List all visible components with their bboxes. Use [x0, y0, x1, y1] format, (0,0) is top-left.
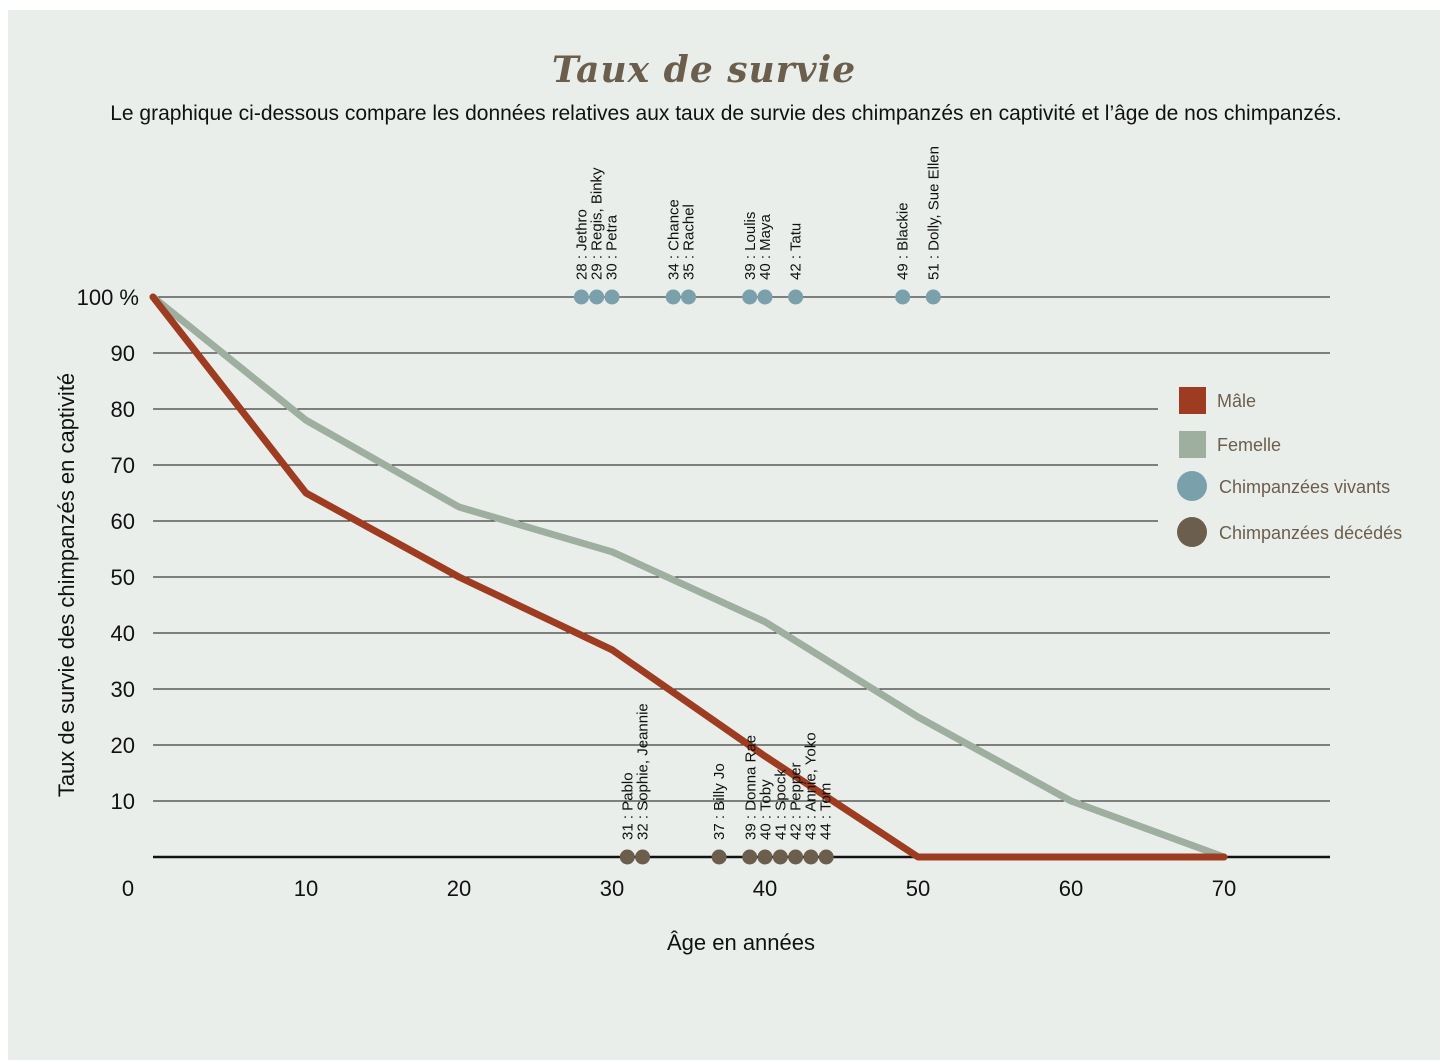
chimp-annotation-label: 37 : Billy Jo [711, 763, 728, 840]
chimp-annotation-label: 49 : Blackie [895, 202, 912, 280]
chimp-annotation-label: 31 : Pablo [619, 772, 636, 840]
legend-label: Femelle [1217, 435, 1281, 455]
deceased-chimp-point [619, 849, 635, 865]
chimp-annotation-label: 29 : Regis, Binky [589, 167, 606, 280]
y-tick-label: 30 [111, 677, 135, 702]
living-chimp-point [604, 289, 620, 305]
chimp-annotation-label: 35 : Rachel [680, 204, 697, 280]
survival-chart: Taux de survie Le graphique ci-dessous c… [54, 49, 1402, 955]
living-chimp-point [895, 289, 911, 305]
y-tick-label: 10 [111, 789, 135, 814]
series-line-male [149, 293, 1228, 861]
chimp-annotation-label: 40 : Toby [757, 779, 774, 840]
chart-subtitle: Le graphique ci-dessous compare les donn… [110, 102, 1342, 125]
living-chimp-point [757, 289, 773, 305]
legend: Mâle Femelle Chimpanzées vivants Chimpanzée… [1177, 387, 1402, 547]
y-tick-label: 60 [111, 509, 135, 534]
x-tick-label: 60 [1059, 876, 1083, 901]
chimp-annotation-label: 44 : Tom [817, 783, 834, 840]
series-line-female [149, 293, 1228, 861]
x-tick-label: 20 [447, 876, 471, 901]
living-chimp-point [665, 289, 681, 305]
deceased-chimp-point [757, 849, 773, 865]
chimp-annotation-label: 39 : Loulis [742, 212, 759, 280]
y-tick-label: 20 [111, 733, 135, 758]
y-tick-label: 70 [111, 453, 135, 478]
legend-label: Chimpanzées vivants [1219, 477, 1390, 497]
deceased-chimp-point [788, 849, 804, 865]
legend-swatch-circle [1177, 471, 1207, 501]
living-chimp-point [681, 289, 696, 305]
deceased-chimp-point [772, 849, 788, 865]
chimp-annotation-label: 39 : Donna Rae [742, 735, 759, 840]
chimp-annotation-label: 41 : Spock [772, 769, 789, 840]
chimp-annotation-label: 42 : Pepper [787, 762, 804, 840]
y-tick-label: 50 [111, 565, 135, 590]
chimp-annotation-label: 28 : Jethro [574, 209, 591, 280]
y-tick-label: 100 % [77, 285, 139, 310]
chimp-annotation-label: 43 : Annie, Yoko [802, 732, 819, 840]
living-chimp-point [925, 289, 941, 305]
legend-swatch-square [1179, 431, 1206, 458]
chimp-points [573, 289, 941, 865]
chimp-annotation-label: 34 : Chance [665, 199, 682, 280]
y-tick-label: 80 [111, 397, 135, 422]
deceased-chimp-point [803, 849, 819, 865]
legend-label: Mâle [1217, 391, 1256, 411]
x-tick-label: 50 [906, 876, 930, 901]
y-tick-label: 90 [111, 341, 135, 366]
x-tick-label: 0 [122, 876, 134, 901]
x-tick-label: 70 [1212, 876, 1236, 901]
living-chimp-point [788, 289, 804, 305]
chimp-annotation-label: 51 : Dolly, Sue Ellen [925, 146, 942, 280]
x-tick-label: 30 [600, 876, 624, 901]
y-axis-label: Taux de survie des chimpanzés en captivi… [54, 373, 79, 797]
deceased-chimp-point [818, 849, 834, 865]
x-axis-label: Âge en années [667, 930, 815, 955]
living-chimp-point [742, 289, 758, 305]
chimp-annotation-label: 42 : Tatu [788, 223, 805, 280]
legend-label: Chimpanzées décédés [1219, 523, 1402, 543]
y-tick-label: 40 [111, 621, 135, 646]
chimp-annotation-label: 40 : Maya [757, 213, 774, 280]
deceased-chimp-point [742, 849, 758, 865]
x-tick-label: 40 [753, 876, 777, 901]
x-tick-label: 10 [294, 876, 318, 901]
deceased-chimp-point [711, 849, 727, 865]
legend-swatch-square [1179, 387, 1206, 414]
chart-panel: Taux de survie Le graphique ci-dessous c… [8, 10, 1440, 1060]
deceased-chimp-point [635, 849, 651, 865]
living-chimp-point [573, 289, 589, 305]
chart-title: Taux de survie [552, 49, 856, 91]
legend-swatch-circle [1177, 517, 1207, 547]
living-chimp-point [589, 289, 605, 305]
chimp-annotation-label: 30 : Petra [604, 214, 621, 280]
series-lines [149, 293, 1228, 861]
chimp-annotation-label: 32 : Sophie, Jeannie [634, 703, 651, 840]
axis-ticks: 10 20 30 40 50 60 70 80 90 100 % 0 10 20 30 40 50 60 70 [77, 285, 1237, 901]
